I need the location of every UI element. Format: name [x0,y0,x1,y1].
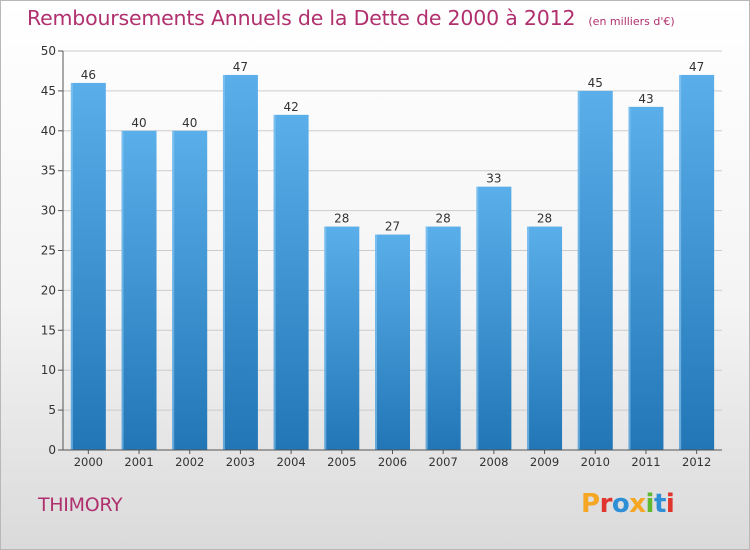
y-tick-label: 35 [41,164,56,178]
data-label: 40 [182,116,197,130]
data-label: 45 [588,76,603,90]
bar [324,226,360,450]
location-name: THIMORY [38,494,123,516]
bar-highlight [527,226,530,450]
chart-title: Remboursements Annuels de la Dette de 20… [27,6,576,30]
y-tick-label: 20 [41,283,56,297]
data-label: 33 [486,172,501,186]
bar [577,90,613,451]
bar-highlight [577,90,580,451]
bar-highlight [324,226,327,450]
data-label: 28 [334,212,349,226]
bar [628,106,664,451]
x-tick-label: 2010 [581,455,610,469]
logo-letter: i [645,489,655,519]
bar-highlight [121,130,124,451]
data-label: 47 [689,60,704,74]
y-tick-label: 40 [41,124,56,138]
x-tick-label: 2008 [479,455,508,469]
proxiti-logo: Proxiti [581,489,675,519]
bar-highlight [476,186,479,450]
y-tick-label: 50 [41,44,56,58]
data-label: 46 [81,68,96,82]
y-tick-label: 25 [41,244,56,258]
bar [476,186,512,450]
bar [425,226,461,450]
x-tick-label: 2001 [124,455,153,469]
y-tick-label: 30 [41,204,56,218]
x-tick-label: 2000 [74,455,103,469]
data-label: 43 [638,92,653,106]
bar-highlight [375,234,378,450]
y-tick-label: 15 [41,323,56,337]
labels: 0 5 10 15 20 25 30 35 40 45 50 46 2000 40 2001 40 2002 47… [41,44,712,469]
logo-letter: i [665,489,675,519]
x-tick-label: 2009 [530,455,559,469]
bars [70,74,715,451]
data-label: 40 [131,116,146,130]
bar [172,130,208,451]
bar [273,114,309,450]
bar-highlight [70,82,73,451]
logo-letter: x [629,489,646,519]
data-label: 47 [233,60,248,74]
bar [527,226,563,450]
bar [375,234,410,450]
data-label: 28 [436,212,451,226]
x-tick-label: 2004 [276,455,305,469]
bar [679,74,715,450]
x-tick-label: 2006 [378,455,407,469]
data-label: 42 [283,100,298,114]
data-label: 28 [537,212,552,226]
logo-letter: r [599,489,613,519]
logo-letter: o [611,489,630,519]
y-tick-label: 45 [41,84,56,98]
bar-highlight [172,130,175,451]
x-tick-label: 2012 [682,455,711,469]
y-tick-label: 0 [48,443,56,457]
bar [70,82,106,451]
bar-highlight [222,74,225,450]
logo-letter: P [581,489,600,519]
x-tick-label: 2011 [631,455,660,469]
x-tick-label: 2003 [226,455,255,469]
bar-highlight [628,106,631,451]
bar [222,74,258,450]
data-label: 27 [385,220,400,234]
bar-highlight [273,114,276,450]
title-row: Remboursements Annuels de la Dette de 20… [27,6,675,30]
x-tick-label: 2002 [175,455,204,469]
logo-letter: t [653,489,666,519]
axes [58,50,722,454]
bar [121,130,157,451]
chart-subtitle: (en milliers d'€) [588,15,675,28]
bar-highlight [425,226,428,450]
x-tick-label: 2007 [429,455,458,469]
y-tick-label: 5 [48,403,56,417]
x-tick-label: 2005 [327,455,356,469]
bar-highlight [679,74,682,450]
y-tick-label: 10 [41,363,56,377]
